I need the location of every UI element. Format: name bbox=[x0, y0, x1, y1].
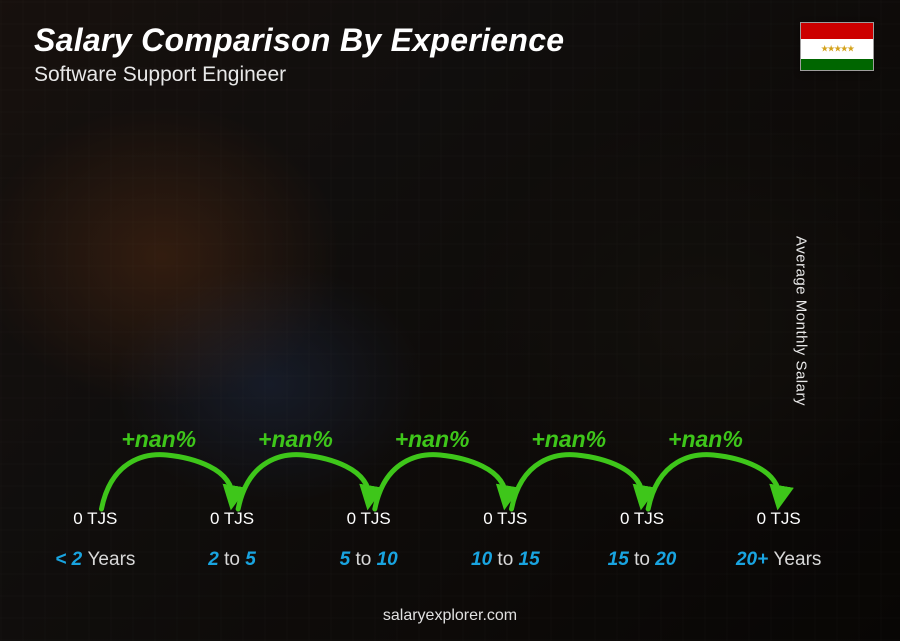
x-axis-labels: < 2 Years 2 to 5 5 to 10 10 to 15 15 to 20 20… bbox=[34, 549, 840, 571]
flag-stripe-3 bbox=[801, 59, 873, 71]
chart-area: 0 TJS 0 TJS 0 TJS 0 TJS 0 TJS 0 TJS < 2 Years… bbox=[34, 105, 840, 571]
footer-attribution: salaryexplorer.com bbox=[0, 607, 900, 625]
flag-emblem: ★★★★★ bbox=[821, 43, 854, 54]
x-label-2: 5 to 10 bbox=[307, 549, 430, 571]
bar-value-4: 0 TJS bbox=[620, 509, 664, 529]
x-label-4: 15 to 20 bbox=[581, 549, 704, 571]
chart-title: Salary Comparison By Experience bbox=[34, 22, 564, 59]
x-label-5: 20+ Years bbox=[717, 549, 840, 571]
y-axis-label: Average Monthly Salary bbox=[793, 236, 810, 406]
flag-stripe-1 bbox=[801, 23, 873, 39]
country-flag: ★★★★★ bbox=[800, 22, 874, 71]
bar-value-1: 0 TJS bbox=[210, 509, 254, 529]
x-label-1: 2 to 5 bbox=[171, 549, 294, 571]
bars-container: 0 TJS 0 TJS 0 TJS 0 TJS 0 TJS 0 TJS bbox=[34, 105, 840, 537]
bar-value-0: 0 TJS bbox=[73, 509, 117, 529]
bar-col-5: 0 TJS bbox=[717, 509, 840, 537]
x-label-0: < 2 Years bbox=[34, 549, 157, 571]
bar-col-0: 0 TJS bbox=[34, 509, 157, 537]
bar-value-2: 0 TJS bbox=[347, 509, 391, 529]
flag-stripe-2: ★★★★★ bbox=[801, 39, 873, 60]
chart-subtitle: Software Support Engineer bbox=[34, 63, 564, 87]
bar-col-4: 0 TJS bbox=[581, 509, 704, 537]
bar-col-1: 0 TJS bbox=[171, 509, 294, 537]
bar-col-2: 0 TJS bbox=[307, 509, 430, 537]
bar-col-3: 0 TJS bbox=[444, 509, 567, 537]
x-label-3: 10 to 15 bbox=[444, 549, 567, 571]
bar-value-5: 0 TJS bbox=[757, 509, 801, 529]
header: Salary Comparison By Experience Software… bbox=[34, 22, 564, 87]
bar-value-3: 0 TJS bbox=[483, 509, 527, 529]
